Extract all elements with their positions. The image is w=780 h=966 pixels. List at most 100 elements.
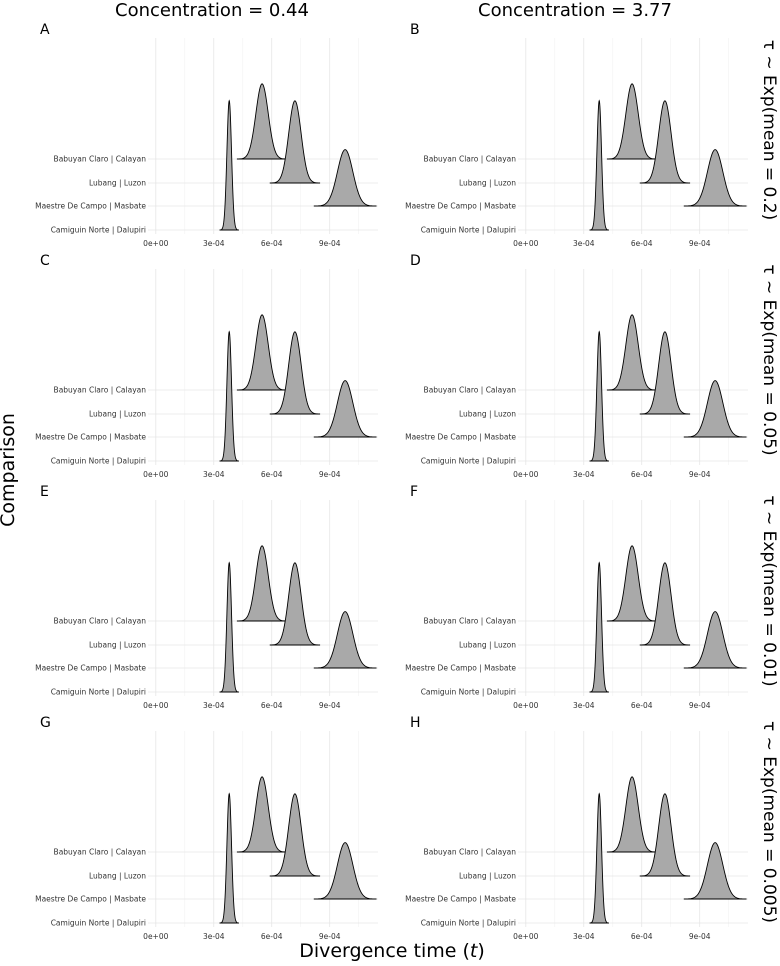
category-label: Maestre De Campo | Masbate xyxy=(405,433,516,442)
x-tick-label: 3e-04 xyxy=(203,470,225,479)
category-label: Maestre De Campo | Masbate xyxy=(405,202,516,211)
x-tick-label: 6e-04 xyxy=(631,470,653,479)
panel-b: B Camiguin Norte | Dalupiri Maestre De Cam… xyxy=(405,22,748,248)
panel-letter: E xyxy=(40,484,49,500)
category-label: Maestre De Campo | Masbate xyxy=(35,433,146,442)
category-label: Maestre De Campo | Masbate xyxy=(405,664,516,673)
category-label: Camiguin Norte | Dalupiri xyxy=(421,457,516,466)
density-ridge-babuyan-claro-calayan xyxy=(236,545,288,622)
category-label: Maestre De Campo | Masbate xyxy=(405,895,516,904)
column-title-1: Concentration = 0.44 xyxy=(115,0,309,21)
category-label: Lubang | Luzon xyxy=(459,179,516,188)
density-ridge-babuyan-claro-calayan xyxy=(606,83,658,160)
x-tick-label: 0e+00 xyxy=(513,470,538,479)
panel-h: H Camiguin Norte | Dalupiri Maestre De Cam… xyxy=(405,715,748,941)
row-title-4: τ ~ Exp(mean = 0.005) xyxy=(759,721,779,923)
density-ridge-maestre-de-campo-masbate xyxy=(683,842,747,900)
density-ridge-lubang-luzon xyxy=(639,562,691,646)
x-tick-label: 6e-04 xyxy=(631,239,653,248)
panels: A Camiguin Norte | Dalupiri Maestre De Cam… xyxy=(35,22,748,941)
density-ridge-babuyan-claro-calayan xyxy=(606,314,658,391)
density-ridge-maestre-de-campo-masbate xyxy=(313,842,377,900)
density-ridge-camiguin-norte-dalupiri xyxy=(589,792,609,924)
density-ridge-babuyan-claro-calayan xyxy=(606,545,658,622)
x-tick-label: 0e+00 xyxy=(143,701,168,710)
density-ridge-lubang-luzon xyxy=(269,793,321,877)
density-ridge-lubang-luzon xyxy=(269,562,321,646)
category-label: Camiguin Norte | Dalupiri xyxy=(51,919,146,928)
x-tick-label: 3e-04 xyxy=(573,470,595,479)
category-label: Babuyan Claro | Calayan xyxy=(424,617,517,626)
x-tick-label: 9e-04 xyxy=(319,701,341,710)
x-tick-label: 6e-04 xyxy=(261,470,283,479)
category-label: Maestre De Campo | Masbate xyxy=(35,664,146,673)
density-ridge-babuyan-claro-calayan xyxy=(606,776,658,853)
panel-letter: H xyxy=(410,715,421,731)
panel-c: C Camiguin Norte | Dalupiri Maestre De Cam… xyxy=(35,253,378,479)
row-title-1: τ ~ Exp(mean = 0.2) xyxy=(759,40,779,220)
x-tick-label: 3e-04 xyxy=(203,932,225,941)
x-tick-label: 9e-04 xyxy=(319,239,341,248)
category-label: Camiguin Norte | Dalupiri xyxy=(51,226,146,235)
density-ridge-lubang-luzon xyxy=(269,331,321,415)
category-label: Camiguin Norte | Dalupiri xyxy=(421,688,516,697)
category-label: Maestre De Campo | Masbate xyxy=(35,895,146,904)
x-tick-label: 9e-04 xyxy=(689,932,711,941)
x-tick-label: 0e+00 xyxy=(513,701,538,710)
category-label: Lubang | Luzon xyxy=(459,641,516,650)
category-label: Lubang | Luzon xyxy=(89,641,146,650)
category-label: Maestre De Campo | Masbate xyxy=(35,202,146,211)
category-label: Lubang | Luzon xyxy=(459,872,516,881)
density-ridge-lubang-luzon xyxy=(639,100,691,184)
x-tick-label: 0e+00 xyxy=(143,470,168,479)
density-ridge-lubang-luzon xyxy=(639,793,691,877)
x-tick-label: 9e-04 xyxy=(689,470,711,479)
category-label: Babuyan Claro | Calayan xyxy=(54,155,147,164)
x-axis-title-var: t xyxy=(470,940,479,962)
density-ridge-babuyan-claro-calayan xyxy=(236,83,288,160)
row-title-2: τ ~ Exp(mean = 0.05) xyxy=(759,264,779,455)
x-tick-label: 0e+00 xyxy=(143,239,168,248)
density-ridge-camiguin-norte-dalupiri xyxy=(219,792,239,924)
x-axis-title-end: ) xyxy=(477,940,484,962)
x-tick-label: 6e-04 xyxy=(261,701,283,710)
x-tick-label: 9e-04 xyxy=(689,239,711,248)
x-tick-label: 3e-04 xyxy=(573,932,595,941)
column-title-2: Concentration = 3.77 xyxy=(478,0,672,21)
density-ridge-maestre-de-campo-masbate xyxy=(313,611,377,669)
panel-letter: F xyxy=(410,484,418,500)
x-tick-label: 6e-04 xyxy=(261,932,283,941)
row-title-3: τ ~ Exp(mean = 0.01) xyxy=(759,495,779,686)
x-tick-label: 9e-04 xyxy=(319,932,341,941)
y-axis-title: Comparison xyxy=(0,413,19,527)
panel-letter: C xyxy=(40,253,50,269)
density-ridge-camiguin-norte-dalupiri xyxy=(589,561,609,693)
category-label: Babuyan Claro | Calayan xyxy=(424,386,517,395)
x-tick-label: 3e-04 xyxy=(573,701,595,710)
density-ridge-camiguin-norte-dalupiri xyxy=(219,99,239,231)
panel-f: F Camiguin Norte | Dalupiri Maestre De Cam… xyxy=(405,484,748,710)
category-label: Babuyan Claro | Calayan xyxy=(54,617,147,626)
panel-e: E Camiguin Norte | Dalupiri Maestre De Cam… xyxy=(35,484,378,710)
x-tick-label: 0e+00 xyxy=(513,932,538,941)
panel-letter: G xyxy=(40,715,51,731)
x-tick-label: 6e-04 xyxy=(261,239,283,248)
category-label: Camiguin Norte | Dalupiri xyxy=(421,919,516,928)
category-label: Lubang | Luzon xyxy=(459,410,516,419)
x-tick-label: 9e-04 xyxy=(319,470,341,479)
category-label: Lubang | Luzon xyxy=(89,410,146,419)
density-ridge-lubang-luzon xyxy=(269,100,321,184)
category-label: Babuyan Claro | Calayan xyxy=(54,848,147,857)
category-label: Camiguin Norte | Dalupiri xyxy=(421,226,516,235)
density-ridge-maestre-de-campo-masbate xyxy=(313,149,377,207)
x-axis-title: Divergence time (t) xyxy=(299,940,485,962)
x-tick-label: 6e-04 xyxy=(631,932,653,941)
category-label: Camiguin Norte | Dalupiri xyxy=(51,688,146,697)
panel-letter: D xyxy=(410,253,421,269)
panel-letter: B xyxy=(410,22,420,38)
panel-d: D Camiguin Norte | Dalupiri Maestre De Cam… xyxy=(405,253,748,479)
density-ridge-maestre-de-campo-masbate xyxy=(683,380,747,438)
x-tick-label: 3e-04 xyxy=(203,239,225,248)
x-tick-label: 6e-04 xyxy=(631,701,653,710)
